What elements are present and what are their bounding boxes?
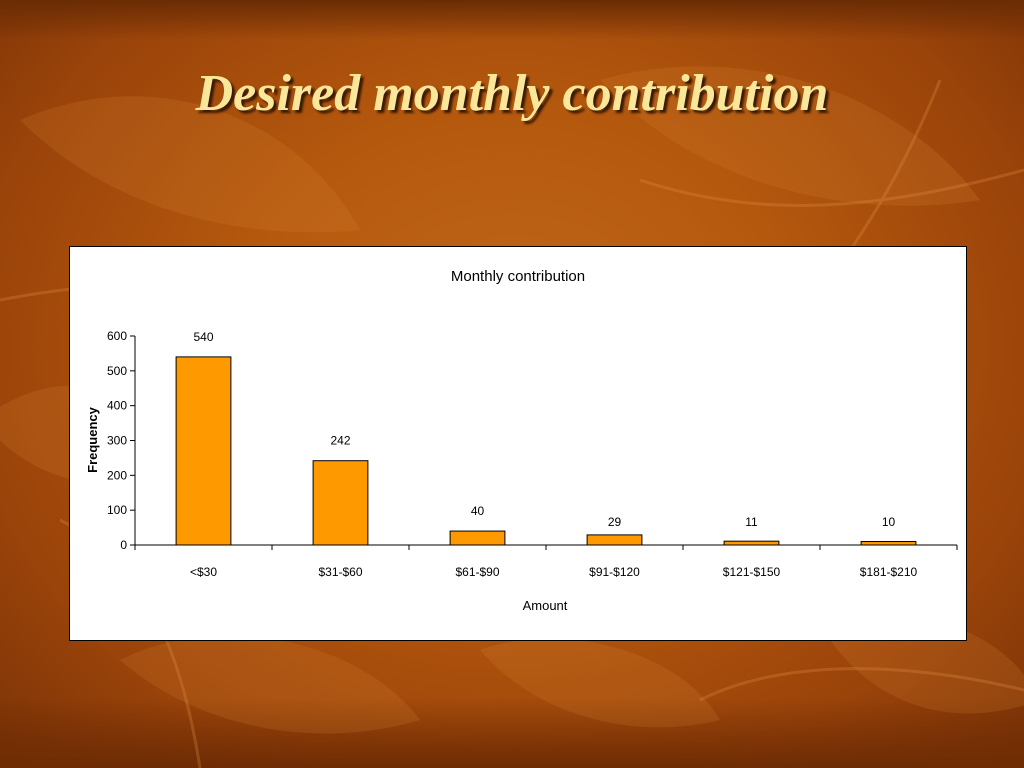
x-axis-label: Amount xyxy=(523,598,568,613)
y-axis-label: Frequency xyxy=(85,406,100,473)
bar xyxy=(723,540,780,546)
background-bottom-band xyxy=(0,698,1024,768)
x-category-label: $181-$210 xyxy=(860,565,918,579)
bar xyxy=(586,534,643,546)
bar xyxy=(312,460,369,546)
x-category-label: $121-$150 xyxy=(723,565,781,579)
y-tick-label: 200 xyxy=(107,468,127,482)
bar-data-label: 10 xyxy=(882,515,896,529)
y-tick-label: 600 xyxy=(107,329,127,343)
chart-panel: Monthly contribution Frequency Amount 0 1… xyxy=(69,246,967,641)
chart-title: Monthly contribution xyxy=(451,268,585,285)
y-tick-label: 300 xyxy=(107,434,127,448)
x-category-label: $31-$60 xyxy=(318,565,362,579)
bar xyxy=(449,530,506,546)
bar xyxy=(175,356,232,546)
y-tick-label: 100 xyxy=(107,503,127,517)
slide-title: Desired monthly contribution xyxy=(195,65,829,122)
x-category-label: <$30 xyxy=(190,565,217,579)
bar-data-label: 540 xyxy=(193,330,213,344)
bar xyxy=(860,541,917,546)
background-top-band xyxy=(0,0,1024,40)
data-labels: 540 242 40 29 11 10 xyxy=(193,330,895,529)
bar-series xyxy=(175,356,917,546)
y-tick-label: 0 xyxy=(120,538,127,552)
bar-data-label: 11 xyxy=(745,515,758,529)
bar-data-label: 29 xyxy=(608,515,622,529)
bar-chart: Monthly contribution Frequency Amount 0 1… xyxy=(85,268,958,613)
y-axis: 0 100 200 300 400 500 600 xyxy=(107,329,136,552)
y-tick-label: 500 xyxy=(107,364,127,378)
x-category-label: $61-$90 xyxy=(455,565,499,579)
x-category-label: $91-$120 xyxy=(589,565,640,579)
x-axis: <$30 $31-$60 $61-$90 $91-$120 $121-$150 $181-… xyxy=(134,544,958,579)
y-tick-label: 400 xyxy=(107,399,127,413)
bar-data-label: 40 xyxy=(471,504,485,518)
bar-data-label: 242 xyxy=(330,434,350,448)
